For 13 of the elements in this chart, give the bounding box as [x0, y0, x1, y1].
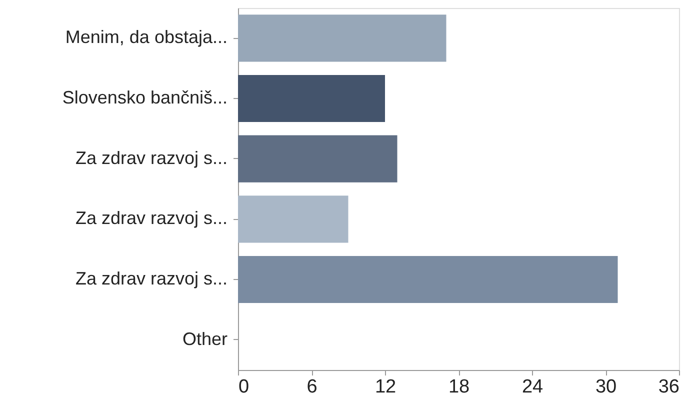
y-tick-label: Slovensko bančniš... — [62, 88, 228, 108]
x-tick-label: 18 — [448, 376, 470, 398]
y-tick-label: Other — [182, 328, 228, 349]
x-tick-label: 24 — [522, 376, 544, 398]
y-tick-label: Menim, da obstaja... — [65, 27, 228, 48]
x-tick-label: 12 — [374, 376, 396, 398]
x-tick-label: 36 — [658, 376, 680, 398]
y-tick-label: Za zdrav razvoj s... — [75, 268, 228, 288]
x-tick-label: 30 — [595, 376, 617, 398]
y-tick-label: Za zdrav razvoj s... — [75, 208, 228, 228]
x-tick-label: 0 — [238, 376, 250, 398]
x-tick-label: 6 — [306, 376, 318, 398]
y-tick-label: Za zdrav razvoj s... — [75, 148, 228, 168]
